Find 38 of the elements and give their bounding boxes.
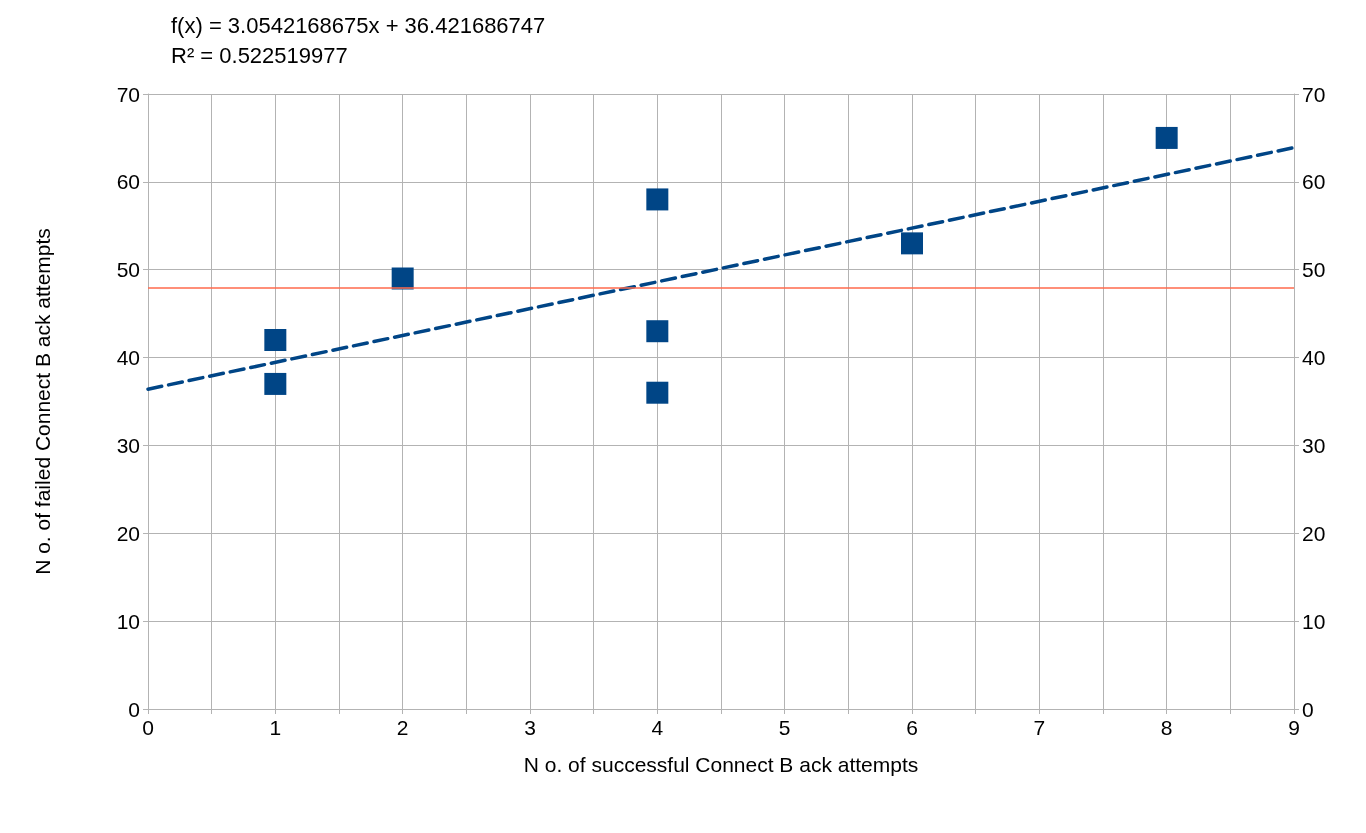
y-tick-label: 60 [116,170,140,194]
point [391,267,414,290]
point [264,372,287,395]
point [646,320,669,343]
point [646,188,669,211]
y2-tick-label: 70 [1302,82,1326,106]
point [901,232,923,255]
point [646,381,669,404]
x-tick-label: 7 [1033,716,1046,739]
x-tick-label: 2 [396,716,409,739]
text: R² = 0.522519977 [171,42,348,68]
x-axis-title: N o. of successful Connect B ack attempts [523,753,919,776]
x-tick-label: 4 [651,716,664,739]
y2-tick-label: 60 [1302,170,1326,194]
x-tick-label: 9 [1288,716,1300,739]
y2-tick-label: 30 [1302,433,1326,457]
x-tick-label: 5 [778,716,791,739]
y-axis-title: N o. of failed Connect B ack attempts [31,228,54,575]
y2-tick-label: 40 [1302,346,1326,370]
x-tick-label: 3 [524,716,536,739]
x-tick-label: 6 [906,716,918,739]
point [1155,126,1178,149]
y2-tick-label: 10 [1302,609,1326,633]
y2-tick-label: 0 [1302,697,1314,721]
y2-tick-label: 20 [1302,521,1326,545]
y-tick-label: 50 [116,258,140,282]
y2-tick-label: 50 [1302,258,1326,282]
y-tick-label: 30 [116,433,140,457]
y-tick-label: 10 [116,609,140,633]
y-tick-label: 20 [116,521,140,545]
y-tick-label: 70 [116,82,140,106]
x-tick-label: 0 [142,716,154,739]
text: f(x) = 3.0542168675x + 36.421686747 [171,12,546,38]
y-tick-label: 40 [116,346,140,370]
x-tick-label: 8 [1160,716,1173,739]
point [264,329,287,351]
x-tick-label: 1 [269,716,282,739]
y-tick-label: 0 [128,697,140,721]
